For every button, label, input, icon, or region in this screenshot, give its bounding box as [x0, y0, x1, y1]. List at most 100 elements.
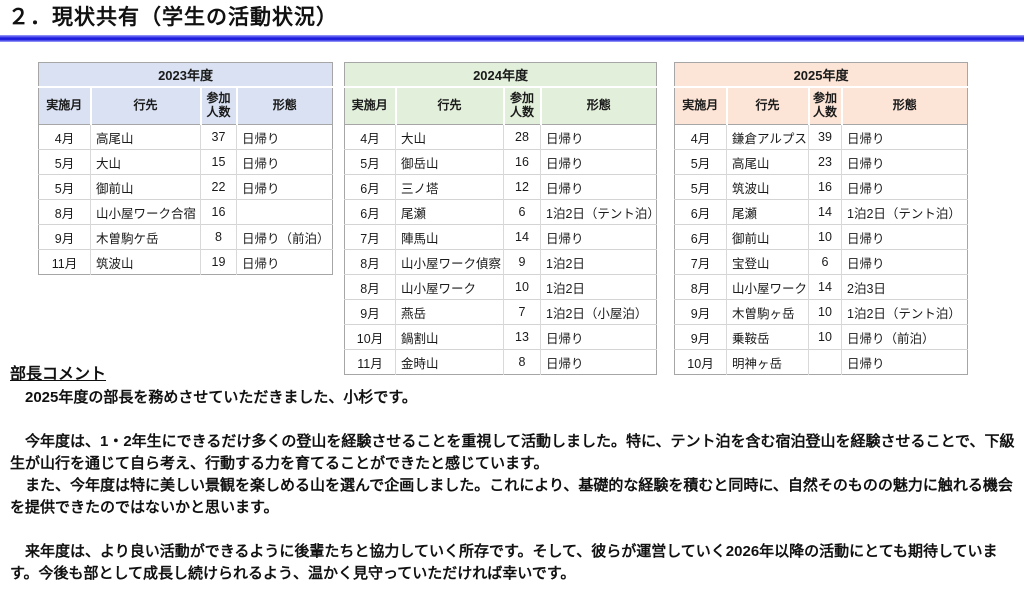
cell-format: 2泊3日	[840, 274, 968, 300]
cell-participants: 16	[503, 149, 541, 175]
cell-month: 4月	[360, 131, 380, 146]
cell-destination: 鍋割山	[395, 324, 504, 350]
cell-participants: 8	[200, 224, 237, 250]
table-row: 7月 宝登山 6 日帰り	[674, 249, 968, 275]
cell-participants: 22	[200, 174, 237, 200]
cell-month: 9月	[344, 299, 396, 325]
table-row: 6月 三ノ塔 12 日帰り	[344, 174, 657, 200]
table-header-row: 実施月 行先 参加人数 形態	[674, 87, 968, 125]
table-header-row: 実施月 行先 参加人数 形態	[38, 87, 333, 125]
table-row: 11月 筑波山 19 日帰り	[38, 249, 333, 275]
cell-format: 日帰り	[235, 149, 333, 175]
cell-format: 日帰り（前泊）	[235, 224, 333, 250]
cell-format: 日帰り	[539, 224, 657, 250]
cell-month: 11月	[344, 349, 396, 375]
comment-paragraph	[10, 409, 1016, 431]
col-header-destination: 行先	[394, 87, 504, 125]
activity-table-2023: 2023年度 実施月 行先 参加人数 形態 4月 高尾山 37 日帰り 5月 大山 15 日帰…	[38, 62, 334, 275]
cell-destination: 高尾山	[726, 149, 809, 175]
cell-participants: 9	[503, 249, 541, 275]
cell-month: 7月	[344, 224, 396, 250]
table-row: 6月 尾瀬 14 1泊2日（テント泊）	[674, 199, 968, 225]
cell-month: 9月	[674, 299, 727, 325]
table-row: 8月 山小屋ワーク合宿 16	[38, 199, 333, 225]
col-header-format: 形態	[840, 87, 968, 125]
table-body-2024: 4月 大山 28 日帰り 5月 御岳山 16 日帰り 6月 三ノ塔 12 日帰り 6月 尾瀬 6 1泊2日（テ…	[344, 124, 657, 375]
table-row: 10月 明神ヶ岳 日帰り	[674, 349, 968, 375]
table-title-row: 2024年度	[344, 62, 657, 88]
cell-format: 1泊2日	[539, 249, 657, 275]
table-row: 4月 鎌倉アルプス 39 日帰り	[675, 124, 968, 150]
table-row: 5月 大山 15 日帰り	[38, 149, 333, 175]
cell-format: 1泊2日（小屋泊）	[539, 299, 657, 325]
cell-month: 6月	[344, 199, 396, 225]
cell-format: 日帰り	[840, 124, 968, 150]
comment-paragraph: 来年度は、より良い活動ができるように後輩たちと協力していく所存です。そして、彼ら…	[10, 543, 998, 582]
table-year-title: 2024年度	[344, 62, 657, 88]
cell-participants: 6	[503, 199, 541, 225]
table-row: 5月 高尾山 23 日帰り	[674, 149, 968, 175]
cell-destination: 山小屋ワーク	[395, 274, 504, 300]
cell-month: 9月	[674, 324, 727, 350]
cell-format: 日帰り	[840, 224, 968, 250]
cell-destination: 大山	[395, 124, 504, 150]
cell-participants: 13	[503, 324, 541, 350]
cell-format: 日帰り	[539, 174, 657, 200]
cell-destination: 三ノ塔	[395, 174, 504, 200]
table-row: 10月 鍋割山 13 日帰り	[344, 324, 657, 350]
cell-format: 1泊2日（テント泊）	[840, 299, 968, 325]
cell-month: 10月	[674, 349, 727, 375]
table-header-row: 実施月 行先 参加人数 形態	[344, 87, 657, 125]
cell-month: 6月	[344, 174, 396, 200]
table-row: 8月 山小屋ワーク 10 1泊2日	[344, 274, 657, 300]
cell-month: 6月	[674, 224, 727, 250]
cell-format: 1泊2日（テント泊）	[840, 199, 968, 225]
cell-month: 4月	[54, 131, 75, 146]
cell-format: 日帰り	[539, 124, 657, 150]
cell-format: 日帰り	[840, 149, 968, 175]
cell-participants: 16	[200, 199, 237, 225]
table-row: 4月 大山 28 日帰り	[345, 124, 657, 150]
cell-format: 日帰り	[539, 349, 657, 375]
cell-format: 1泊2日（テント泊）	[539, 199, 657, 225]
cell-month: 8月	[38, 199, 91, 225]
cell-format: 日帰り	[840, 249, 968, 275]
table-row: 9月 木曽駒ケ岳 8 日帰り（前泊）	[38, 224, 333, 250]
cell-participants: 23	[808, 149, 842, 175]
cell-participants: 12	[503, 174, 541, 200]
col-header-participants: 参加人数	[502, 87, 541, 125]
cell-participants: 16	[808, 174, 842, 200]
col-header-month: 実施月	[674, 87, 727, 125]
cell-month: 8月	[344, 249, 396, 275]
cell-participants: 6	[808, 249, 842, 275]
table-row: 9月 燕岳 7 1泊2日（小屋泊）	[344, 299, 657, 325]
table-row: 5月 筑波山 16 日帰り	[674, 174, 968, 200]
cell-participants: 19	[200, 249, 237, 275]
cell-destination: 高尾山	[90, 124, 201, 150]
cell-destination: 尾瀬	[395, 199, 504, 225]
table-row: 6月 御前山 10 日帰り	[674, 224, 968, 250]
cell-format: 1泊2日	[539, 274, 657, 300]
leader-comment-section: 部長コメント 2025年度の部長を務めさせていただきました、小杉です。 今年度は…	[10, 360, 1016, 585]
title-underline-rule	[0, 35, 1024, 42]
cell-format: 日帰り	[235, 124, 333, 150]
cell-month: 9月	[38, 224, 91, 250]
cell-participants: 7	[503, 299, 541, 325]
table-body-2023: 4月 高尾山 37 日帰り 5月 大山 15 日帰り 5月 御前山 22 日帰り 8月 山小屋ワーク合宿 1…	[38, 124, 333, 275]
cell-month: 5月	[38, 174, 91, 200]
table-row: 9月 乗鞍岳 10 日帰り（前泊）	[674, 324, 968, 350]
cell-format: 日帰り	[840, 349, 968, 375]
table-row: 5月 御前山 22 日帰り	[38, 174, 333, 200]
cell-month: 6月	[674, 199, 727, 225]
comment-paragraph: 今年度は、1・2年生にできるだけ多くの登山を経験させることを重視して活動しました…	[10, 433, 1015, 472]
cell-participants: 10	[503, 274, 541, 300]
table-title-row: 2025年度	[674, 62, 968, 88]
cell-format: 日帰り	[235, 249, 333, 275]
cell-destination: 乗鞍岳	[726, 324, 809, 350]
table-row: 8月 山小屋ワーク 14 2泊3日	[674, 274, 968, 300]
col-header-destination: 行先	[89, 87, 201, 125]
cell-destination: 山小屋ワーク偵察	[395, 249, 504, 275]
col-header-destination: 行先	[725, 87, 809, 125]
cell-participants: 10	[808, 324, 842, 350]
cell-participants: 10	[808, 224, 842, 250]
